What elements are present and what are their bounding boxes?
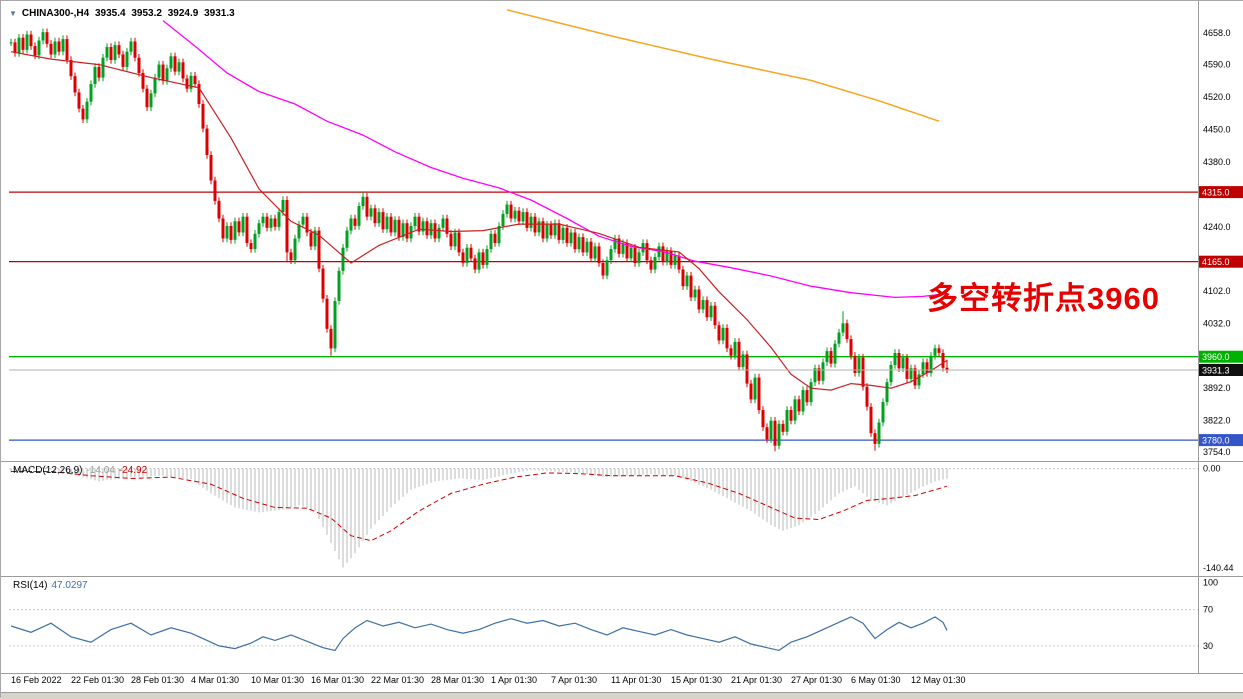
svg-text:16 Mar 01:30: 16 Mar 01:30 <box>311 675 364 685</box>
svg-text:100: 100 <box>1203 578 1218 588</box>
trend-annotation-text[interactable]: 多空转折点3960 <box>927 273 1160 318</box>
svg-text:4102.0: 4102.0 <box>1203 286 1231 296</box>
svg-text:3822.0: 3822.0 <box>1203 416 1231 426</box>
symbol-header: ▼ CHINA300-,H4 3935.4 3953.2 3924.9 3931.… <box>9 8 238 19</box>
ohlc-low: 3924.9 <box>168 8 199 19</box>
svg-text:3931.3: 3931.3 <box>1202 366 1230 376</box>
svg-text:4520.0: 4520.0 <box>1203 92 1231 102</box>
svg-text:30: 30 <box>1203 641 1213 651</box>
macd-signal-value: -24.92 <box>119 465 147 476</box>
macd-indicator-label: MACD(12,26,9) -14.04 -24.92 <box>13 465 147 476</box>
svg-text:21 Apr 01:30: 21 Apr 01:30 <box>731 675 782 685</box>
svg-text:22 Feb 01:30: 22 Feb 01:30 <box>71 675 124 685</box>
svg-text:3960.0: 3960.0 <box>1202 352 1230 362</box>
ohlc-open: 3935.4 <box>95 8 126 19</box>
svg-text:70: 70 <box>1203 605 1213 615</box>
svg-text:28 Feb 01:30: 28 Feb 01:30 <box>131 675 184 685</box>
svg-text:4 Mar 01:30: 4 Mar 01:30 <box>191 675 239 685</box>
svg-text:12 May 01:30: 12 May 01:30 <box>911 675 966 685</box>
rsi-value: 47.0297 <box>51 580 87 591</box>
svg-text:15 Apr 01:30: 15 Apr 01:30 <box>671 675 722 685</box>
svg-text:16 Feb 2022: 16 Feb 2022 <box>11 675 62 685</box>
ohlc-high: 3953.2 <box>131 8 162 19</box>
svg-text:4590.0: 4590.0 <box>1203 60 1231 70</box>
svg-text:4240.0: 4240.0 <box>1203 222 1231 232</box>
svg-text:28 Mar 01:30: 28 Mar 01:30 <box>431 675 484 685</box>
ohlc-close: 3931.3 <box>204 8 235 19</box>
svg-text:3892.0: 3892.0 <box>1203 383 1231 393</box>
svg-text:6 May 01:30: 6 May 01:30 <box>851 675 901 685</box>
svg-text:4165.0: 4165.0 <box>1202 257 1230 267</box>
svg-text:4658.0: 4658.0 <box>1203 28 1231 38</box>
symbol-timeframe-label: CHINA300-,H4 <box>22 8 89 19</box>
rsi-indicator-label: RSI(14) 47.0297 <box>13 580 88 591</box>
svg-text:10 Mar 01:30: 10 Mar 01:30 <box>251 675 304 685</box>
svg-text:4450.0: 4450.0 <box>1203 125 1231 135</box>
svg-text:27 Apr 01:30: 27 Apr 01:30 <box>791 675 842 685</box>
rsi-name: RSI(14) <box>13 580 47 591</box>
svg-text:3780.0: 3780.0 <box>1202 436 1230 446</box>
svg-text:7 Apr 01:30: 7 Apr 01:30 <box>551 675 597 685</box>
svg-text:3754.0: 3754.0 <box>1203 447 1231 457</box>
svg-text:11 Apr 01:30: 11 Apr 01:30 <box>611 675 661 685</box>
svg-text:4032.0: 4032.0 <box>1203 318 1231 328</box>
svg-text:0.00: 0.00 <box>1203 464 1221 474</box>
svg-text:22 Mar 01:30: 22 Mar 01:30 <box>371 675 424 685</box>
macd-name: MACD(12,26,9) <box>13 465 82 476</box>
svg-text:4315.0: 4315.0 <box>1202 188 1230 198</box>
collapse-arrow-icon[interactable]: ▼ <box>9 9 17 18</box>
macd-main-value: -14.04 <box>86 465 114 476</box>
svg-text:1 Apr 01:30: 1 Apr 01:30 <box>491 675 537 685</box>
svg-text:4380.0: 4380.0 <box>1203 157 1231 167</box>
svg-text:-140.44: -140.44 <box>1203 563 1234 573</box>
